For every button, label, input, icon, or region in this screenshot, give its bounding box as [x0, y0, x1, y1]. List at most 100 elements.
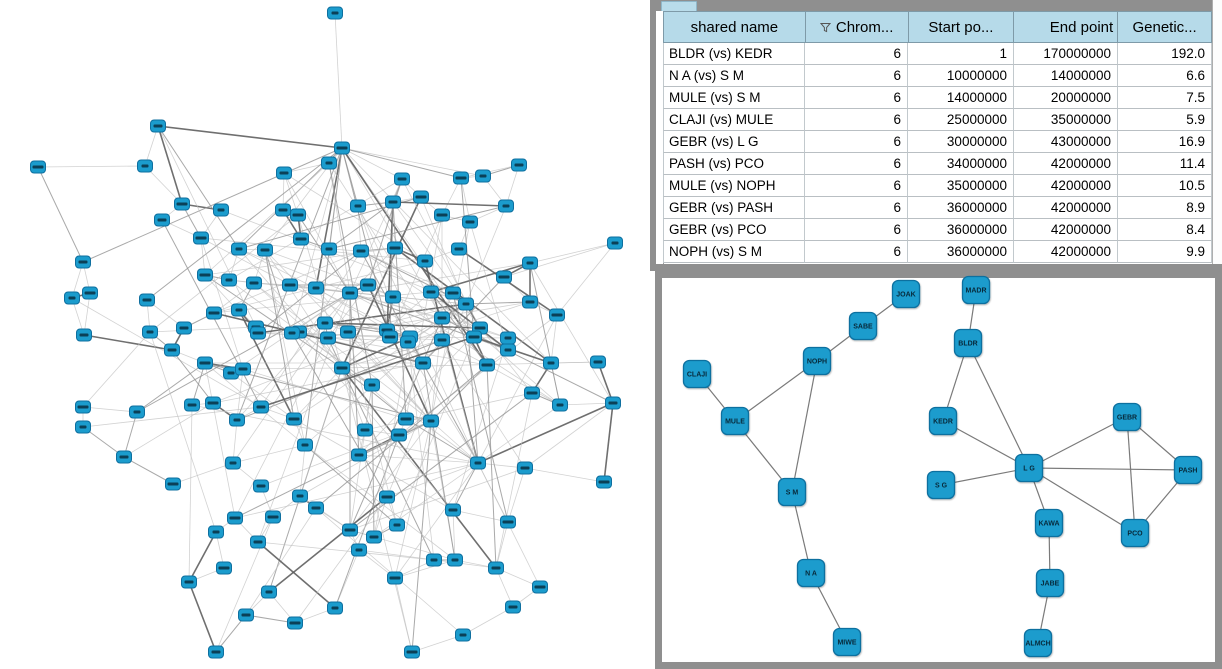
network-node[interactable] — [193, 231, 209, 245]
network-node[interactable]: S G — [926, 470, 956, 500]
network-node[interactable] — [235, 362, 251, 376]
network-node[interactable] — [165, 477, 181, 491]
network-node[interactable] — [379, 490, 395, 504]
network-node[interactable] — [221, 273, 237, 287]
network-node[interactable] — [447, 553, 463, 567]
large-network-canvas[interactable] — [0, 0, 652, 669]
network-node[interactable] — [320, 331, 336, 345]
network-node[interactable] — [208, 645, 224, 659]
network-node[interactable] — [505, 600, 521, 614]
table-row[interactable]: PASH (vs) PCO 6 34000000 42000000 11.4 — [663, 153, 1212, 175]
network-node[interactable] — [197, 356, 213, 370]
table-row[interactable]: NOPH (vs) S M 6 36000000 42000000 9.9 — [663, 241, 1212, 263]
network-node[interactable]: N A — [796, 558, 826, 588]
network-node[interactable] — [423, 414, 439, 428]
network-node[interactable] — [389, 518, 405, 532]
network-node[interactable] — [423, 285, 439, 299]
network-node[interactable]: CLAJI — [682, 359, 712, 389]
network-node[interactable] — [321, 242, 337, 256]
network-node[interactable] — [154, 213, 170, 227]
network-node[interactable] — [174, 197, 190, 211]
network-node[interactable] — [360, 278, 376, 292]
network-node[interactable] — [445, 286, 461, 300]
table-row[interactable]: GEBR (vs) PCO 6 36000000 42000000 8.4 — [663, 219, 1212, 241]
network-node[interactable] — [524, 386, 540, 400]
column-header[interactable]: End point — [1014, 12, 1119, 43]
network-node[interactable] — [321, 156, 337, 170]
network-node[interactable] — [216, 561, 232, 575]
network-node[interactable] — [394, 172, 410, 186]
network-node[interactable] — [181, 575, 197, 589]
network-node[interactable]: MULE — [720, 406, 750, 436]
network-node[interactable] — [498, 199, 514, 213]
network-node[interactable]: L G — [1014, 453, 1044, 483]
network-node[interactable] — [30, 160, 46, 174]
network-node[interactable] — [445, 503, 461, 517]
network-node[interactable]: KAWA — [1034, 508, 1064, 538]
network-node[interactable] — [475, 169, 491, 183]
table-row[interactable]: BLDR (vs) KEDR 6 1 170000000 192.0 — [663, 43, 1212, 65]
network-node[interactable] — [351, 543, 367, 557]
network-node[interactable]: ALMCH — [1023, 628, 1053, 658]
network-node[interactable] — [250, 326, 266, 340]
network-node[interactable]: BLDR — [953, 328, 983, 358]
network-node[interactable] — [253, 479, 269, 493]
network-node[interactable]: MIWE — [832, 627, 862, 657]
network-node[interactable] — [605, 396, 621, 410]
table-row[interactable]: GEBR (vs) L G 6 30000000 43000000 16.9 — [663, 131, 1212, 153]
network-node[interactable] — [522, 256, 538, 270]
network-node[interactable] — [139, 293, 155, 307]
network-node[interactable] — [549, 308, 565, 322]
table-row[interactable]: N A (vs) S M 6 10000000 14000000 6.6 — [663, 65, 1212, 87]
network-node[interactable] — [75, 255, 91, 269]
network-node[interactable] — [308, 501, 324, 515]
network-node[interactable] — [417, 254, 433, 268]
network-node[interactable] — [197, 268, 213, 282]
network-node[interactable] — [488, 561, 504, 575]
network-node[interactable] — [496, 270, 512, 284]
column-header[interactable]: Genetic... — [1118, 12, 1212, 43]
network-node[interactable] — [451, 242, 467, 256]
network-node[interactable] — [385, 290, 401, 304]
network-node[interactable] — [257, 243, 273, 257]
network-node[interactable] — [284, 326, 300, 340]
network-node[interactable] — [253, 400, 269, 414]
column-header[interactable]: Start po... — [908, 12, 1015, 43]
network-node[interactable] — [334, 141, 350, 155]
network-node[interactable] — [500, 515, 516, 529]
network-node[interactable] — [231, 242, 247, 256]
network-node[interactable] — [64, 291, 80, 305]
network-node[interactable] — [413, 190, 429, 204]
network-node[interactable] — [75, 400, 91, 414]
table-row[interactable]: GEBR (vs) PASH 6 36000000 42000000 8.9 — [663, 197, 1212, 219]
network-node[interactable] — [293, 232, 309, 246]
network-node[interactable] — [308, 281, 324, 295]
network-node[interactable] — [213, 203, 229, 217]
network-node[interactable] — [75, 420, 91, 434]
network-node[interactable]: JOAK — [891, 279, 921, 309]
table-row[interactable]: CLAJI (vs) MULE 6 25000000 35000000 5.9 — [663, 109, 1212, 131]
network-node[interactable] — [434, 333, 450, 347]
column-header[interactable]: shared name — [664, 12, 806, 43]
network-node[interactable] — [426, 553, 442, 567]
network-node[interactable] — [76, 328, 92, 342]
network-node[interactable] — [434, 208, 450, 222]
network-node[interactable] — [607, 236, 623, 250]
network-node[interactable] — [287, 616, 303, 630]
network-node[interactable] — [517, 461, 533, 475]
network-node[interactable] — [350, 199, 366, 213]
network-node[interactable] — [382, 330, 398, 344]
network-node[interactable] — [364, 378, 380, 392]
network-node[interactable] — [479, 358, 495, 372]
network-node[interactable] — [590, 355, 606, 369]
network-node[interactable] — [290, 208, 306, 222]
network-node[interactable] — [261, 585, 277, 599]
network-node[interactable] — [415, 356, 431, 370]
network-node[interactable] — [231, 303, 247, 317]
network-node[interactable] — [129, 405, 145, 419]
network-node[interactable] — [142, 325, 158, 339]
network-node[interactable] — [282, 278, 298, 292]
network-node[interactable] — [385, 195, 401, 209]
network-node[interactable] — [366, 530, 382, 544]
network-node[interactable] — [225, 456, 241, 470]
